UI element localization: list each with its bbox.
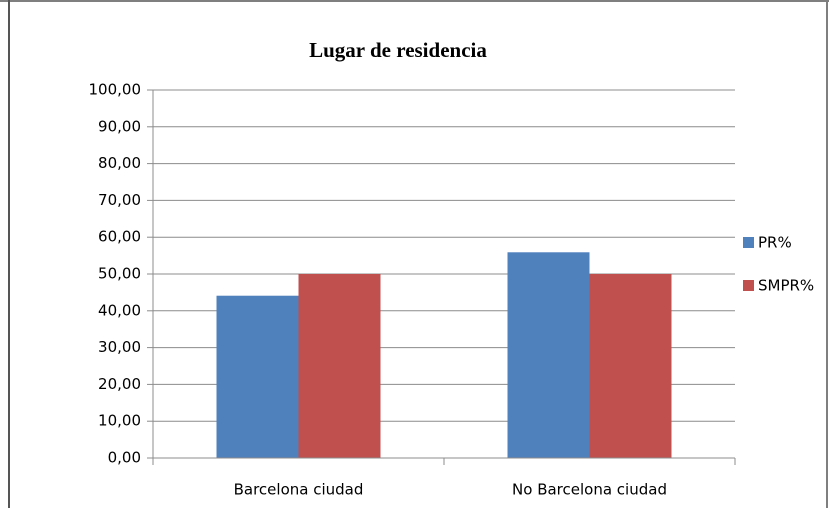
bar (507, 252, 590, 458)
chart-title: Lugar de residencia (309, 38, 487, 62)
legend-swatch (743, 237, 754, 248)
y-tick-label: 10,00 (98, 412, 141, 430)
bar (216, 295, 299, 458)
bar (298, 274, 381, 458)
legend-label: SMPR% (758, 277, 814, 295)
y-tick-label: 100,00 (89, 81, 142, 99)
y-tick-label: 40,00 (98, 301, 141, 319)
y-tick-label: 70,00 (98, 191, 141, 209)
legend-swatch (743, 280, 754, 291)
y-tick-label: 20,00 (98, 375, 141, 393)
legend-label: PR% (758, 234, 792, 252)
bar (589, 274, 672, 458)
y-tick-label: 50,00 (98, 265, 141, 283)
y-tick-label: 90,00 (98, 117, 141, 135)
y-tick-label: 0,00 (108, 449, 141, 467)
y-tick-label: 80,00 (98, 154, 141, 172)
y-tick-label: 60,00 (98, 228, 141, 246)
x-tick-label: No Barcelona ciudad (512, 481, 667, 499)
y-tick-label: 30,00 (98, 338, 141, 356)
x-tick-label: Barcelona ciudad (234, 481, 364, 499)
